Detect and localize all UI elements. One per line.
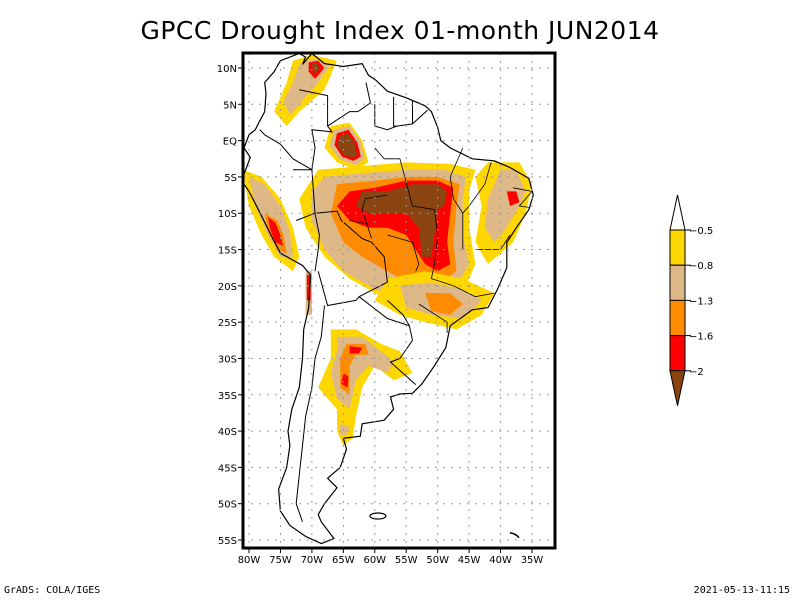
coastline	[243, 53, 534, 545]
lon-tick-label: 80W	[238, 555, 261, 566]
lat-tick-label: 45S	[218, 463, 237, 474]
legend-label: −2	[687, 367, 704, 378]
drought-area-central-brazil	[299, 162, 476, 308]
lat-tick-label: 40S	[218, 427, 237, 438]
country-border	[327, 82, 371, 127]
lon-tick-label: 40W	[489, 555, 512, 566]
falkland-islands	[369, 512, 387, 520]
lat-tick-label: 30S	[218, 354, 237, 365]
lon-tick-label: 75W	[269, 555, 292, 566]
state-border	[462, 162, 492, 214]
country-border	[374, 104, 428, 131]
legend-label: −1.6	[687, 332, 713, 343]
legend-swatch-red	[669, 335, 686, 372]
software-credit: GrADS: COLA/IGES	[4, 585, 101, 596]
state-border	[513, 187, 533, 208]
country-border	[393, 97, 397, 127]
legend-label: −1.3	[687, 296, 713, 307]
drought-area-patagonia-north	[337, 409, 356, 446]
drought-contour-level-3	[425, 293, 463, 315]
lon-tick-label: 35W	[521, 555, 544, 566]
drought-contour-level-4	[506, 191, 520, 206]
legend-label: −0.8	[687, 261, 713, 272]
lat-tick-label: 50S	[218, 500, 237, 511]
state-border	[387, 234, 420, 272]
drought-contour-level-4	[349, 346, 363, 354]
lat-tick-label: 35S	[218, 391, 237, 402]
country-border	[280, 143, 313, 171]
drought-area-argentina-central	[318, 329, 413, 417]
drought-fill-layer	[243, 54, 532, 446]
country-border	[387, 300, 410, 327]
map-frame	[241, 51, 557, 550]
country-border	[295, 305, 325, 522]
legend-label: −0.5	[687, 226, 713, 237]
drought-contour-level-4	[341, 373, 349, 388]
country-border	[314, 210, 388, 283]
drought-contour-level-5	[355, 184, 448, 257]
state-border	[374, 147, 439, 279]
legend-arrow-bottom	[669, 370, 686, 406]
chart-title: GPCC Drought Index 01-month JUN2014	[140, 16, 660, 45]
drought-contour-level-4	[267, 216, 283, 246]
lon-tick-label: 55W	[395, 555, 418, 566]
country-border	[299, 89, 334, 170]
lat-tick-label: 10S	[218, 209, 237, 220]
lon-tick-label: 65W	[332, 555, 355, 566]
legend-swatch-tan	[669, 264, 686, 301]
lat-tick-label: EQ	[223, 137, 237, 148]
country-border	[317, 271, 388, 307]
south-georgia	[509, 531, 520, 539]
lat-tick-label: 20S	[218, 282, 237, 293]
lon-tick-label: 45W	[458, 555, 481, 566]
country-border	[293, 169, 316, 221]
color-legend: −0.5 −0.8 −1.3 −1.6 −2	[669, 194, 713, 406]
drought-area-venezuela	[274, 54, 337, 127]
state-border	[349, 220, 369, 225]
drought-contour-level-5	[337, 133, 358, 158]
lat-tick-label: 10N	[217, 64, 237, 75]
lon-tick-label: 60W	[363, 555, 386, 566]
lon-tick-label: 50W	[426, 555, 449, 566]
country-border	[259, 129, 281, 145]
legend-swatch-yellow	[669, 229, 686, 266]
lat-tick-label: 15S	[218, 246, 237, 257]
drought-contour-level-2	[340, 423, 350, 435]
state-border	[418, 303, 448, 333]
drought-area-amazon-north	[324, 122, 369, 170]
lat-tick-label: 5N	[223, 100, 237, 111]
lat-tick-label: 55S	[218, 536, 237, 547]
country-border	[358, 296, 413, 341]
axis-labels: 10N 5N EQ 5S 10S 15S 20S 25S 30S 35S 40S 45S 50S 55S8…	[217, 64, 544, 566]
lat-tick-label: 5S	[224, 173, 237, 184]
lon-tick-label: 70W	[301, 555, 324, 566]
continent-outline	[243, 53, 534, 545]
drought-area-peru-coast	[243, 169, 300, 272]
lat-tick-label: 25S	[218, 318, 237, 329]
state-border	[449, 147, 464, 250]
state-border	[431, 278, 495, 298]
country-border	[314, 213, 320, 272]
timestamp: 2021-05-13-11:15	[693, 585, 790, 596]
legend-arrow-top	[669, 194, 686, 231]
legend-swatch-orange	[669, 299, 686, 337]
